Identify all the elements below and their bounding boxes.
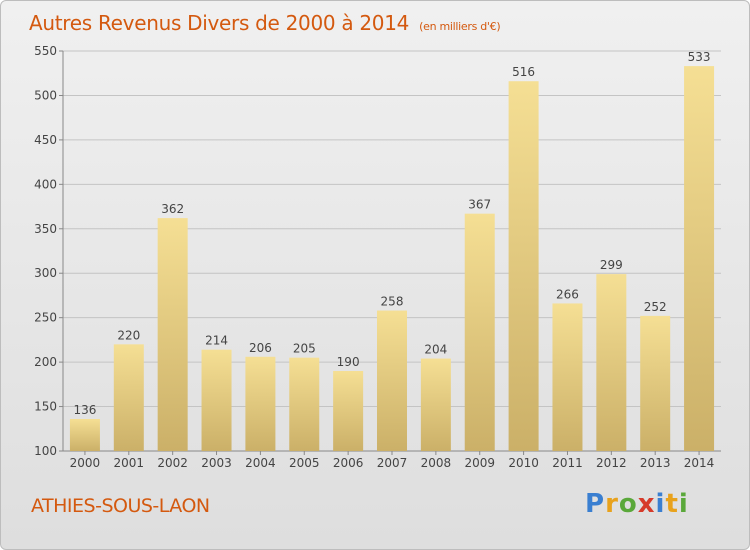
logo-letter: P (585, 489, 606, 519)
bar (420, 358, 451, 451)
x-tick-label: 2013 (640, 456, 671, 470)
data-label: 362 (161, 202, 184, 216)
y-tick-label: 450 (34, 133, 57, 147)
data-label: 252 (644, 300, 667, 314)
y-tick-label: 300 (34, 266, 57, 280)
y-tick-label: 200 (34, 355, 57, 369)
x-tick-label: 2007 (377, 456, 408, 470)
logo-letter: i (678, 489, 689, 519)
x-tick-label: 2001 (114, 456, 145, 470)
bar (508, 81, 539, 451)
x-tick-label: 2012 (596, 456, 627, 470)
x-tick-label: 2004 (245, 456, 276, 470)
proxiti-logo: Proxiti (585, 489, 689, 519)
bar (377, 310, 407, 451)
y-tick-label: 550 (34, 44, 57, 58)
y-tick-label: 100 (34, 444, 57, 458)
data-label: 299 (600, 258, 623, 272)
commune-name: ATHIES-SOUS-LAON (31, 495, 210, 517)
x-tick-label: 2006 (333, 456, 364, 470)
bar (289, 357, 320, 451)
data-label: 533 (688, 50, 711, 64)
x-tick-label: 2000 (70, 456, 101, 470)
x-tick-label: 2009 (464, 456, 495, 470)
chart-subtitle: (en milliers d'€) (419, 20, 501, 33)
chart-title-text: Autres Revenus Divers de 2000 à 2014 (29, 11, 410, 35)
bar (640, 315, 671, 451)
bar (245, 356, 276, 451)
data-label: 367 (468, 198, 491, 212)
x-tick-label: 2014 (684, 456, 715, 470)
x-tick-label: 2008 (421, 456, 452, 470)
x-tick-label: 2005 (289, 456, 320, 470)
x-tick-label: 2010 (508, 456, 539, 470)
bar (69, 419, 100, 451)
bar (552, 303, 583, 451)
logo-letter: r (605, 489, 619, 519)
data-label: 136 (73, 403, 96, 417)
data-label: 204 (424, 343, 447, 357)
logo-letter: i (655, 489, 666, 519)
data-label: 266 (556, 287, 579, 301)
data-label: 205 (293, 342, 316, 356)
y-tick-label: 350 (34, 222, 57, 236)
chart-title: Autres Revenus Divers de 2000 à 2014 (en… (29, 11, 501, 35)
y-tick-label: 500 (34, 88, 57, 102)
data-label: 214 (205, 334, 228, 348)
bar (684, 66, 715, 451)
logo-letter: x (637, 489, 656, 519)
bar (201, 349, 232, 451)
bar (464, 213, 495, 451)
logo-letter: o (618, 489, 638, 519)
y-tick-label: 400 (34, 177, 57, 191)
x-tick-label: 2011 (552, 456, 583, 470)
data-label: 258 (381, 295, 404, 309)
bar (113, 344, 144, 451)
y-tick-label: 250 (34, 311, 57, 325)
bar (333, 371, 364, 451)
y-tick-label: 150 (34, 400, 57, 414)
bar (596, 274, 627, 451)
data-label: 190 (337, 355, 360, 369)
data-label: 206 (249, 341, 272, 355)
x-tick-label: 2002 (157, 456, 188, 470)
logo-letter: t (665, 489, 679, 519)
data-label: 220 (117, 328, 140, 342)
x-tick-label: 2003 (201, 456, 232, 470)
data-label: 516 (512, 65, 535, 79)
bar (157, 218, 188, 451)
